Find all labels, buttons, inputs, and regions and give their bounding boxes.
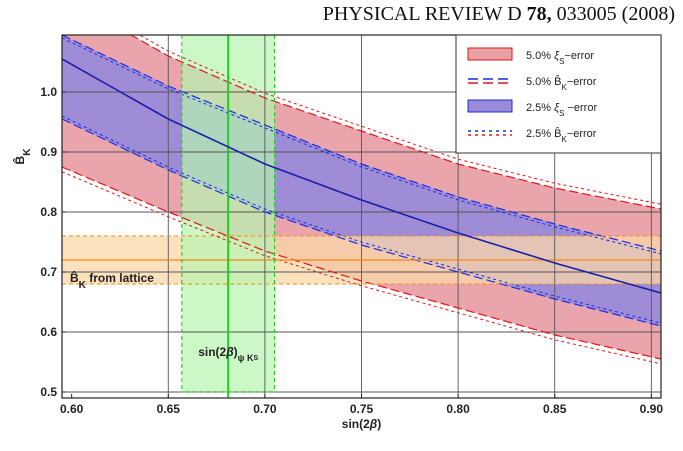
blue-dot-upper <box>62 37 661 255</box>
legend-label-0: 5.0% ξS−error <box>526 50 594 66</box>
y-tick-label-5: 1.0 <box>40 85 57 99</box>
journal-volume: 78, <box>526 3 552 25</box>
x-tick-label-6: 0.90 <box>640 402 664 416</box>
red-dash-lower <box>62 166 661 360</box>
y-axis-label-group: B̂K <box>12 148 33 165</box>
journal-name: PHYSICAL REVIEW D <box>322 3 522 25</box>
legend: 5.0% ξS−error 5.0% B̂K−error 2.5% ξS −erro… <box>455 34 662 154</box>
y-axis-label: B̂K <box>12 148 33 165</box>
x-tick-label-4: 0.80 <box>446 402 470 416</box>
y-tick-label-4: 0.9 <box>40 145 57 159</box>
journal-pages: 033005 (2008) <box>556 3 675 25</box>
y-tick-label-0: 0.5 <box>40 385 57 399</box>
x-axis-label: sin(2β) <box>342 417 381 431</box>
central-curve <box>62 58 661 294</box>
x-tick-label-0: 0.60 <box>60 402 84 416</box>
x-tick-label-3: 0.75 <box>350 402 374 416</box>
legend-swatch-red-fill <box>467 47 513 61</box>
blue-dot-lower <box>62 115 661 324</box>
sin2beta-annotation: sin(2β)ψ KS <box>198 345 258 363</box>
red-dot-lower <box>62 171 661 365</box>
lattice-annotation: B̂K from lattice <box>70 270 154 291</box>
x-tick-label-5: 0.85 <box>543 402 567 416</box>
annotations: B̂K from lattice sin(2β)ψ KS <box>70 270 258 363</box>
legend-label-1: 5.0% B̂K−error <box>526 74 597 91</box>
x-tick-label-1: 0.65 <box>157 402 181 416</box>
legend-label-3: 2.5% B̂K−error <box>526 126 597 143</box>
x-tick-label-2: 0.70 <box>253 402 277 416</box>
legend-swatch-blue-fill <box>467 99 513 113</box>
plot-area <box>62 35 661 398</box>
legend-label-2: 2.5% ξS −error <box>526 102 597 118</box>
axes: 0.60 0.65 0.70 0.75 0.80 0.85 0.90 0.5 0.6 0.7 0.8… <box>12 34 664 431</box>
red-dash-upper <box>129 35 661 210</box>
y-tick-label-1: 0.6 <box>40 325 57 339</box>
journal-header: PHYSICAL REVIEW D 78, 033005 (2008) <box>323 3 675 26</box>
y-tick-label-3: 0.8 <box>40 205 57 219</box>
blue-dash-lower <box>62 118 661 327</box>
y-tick-label-2: 0.7 <box>40 265 57 279</box>
blue-dash-upper <box>62 35 661 252</box>
red-dot-upper <box>138 35 661 205</box>
